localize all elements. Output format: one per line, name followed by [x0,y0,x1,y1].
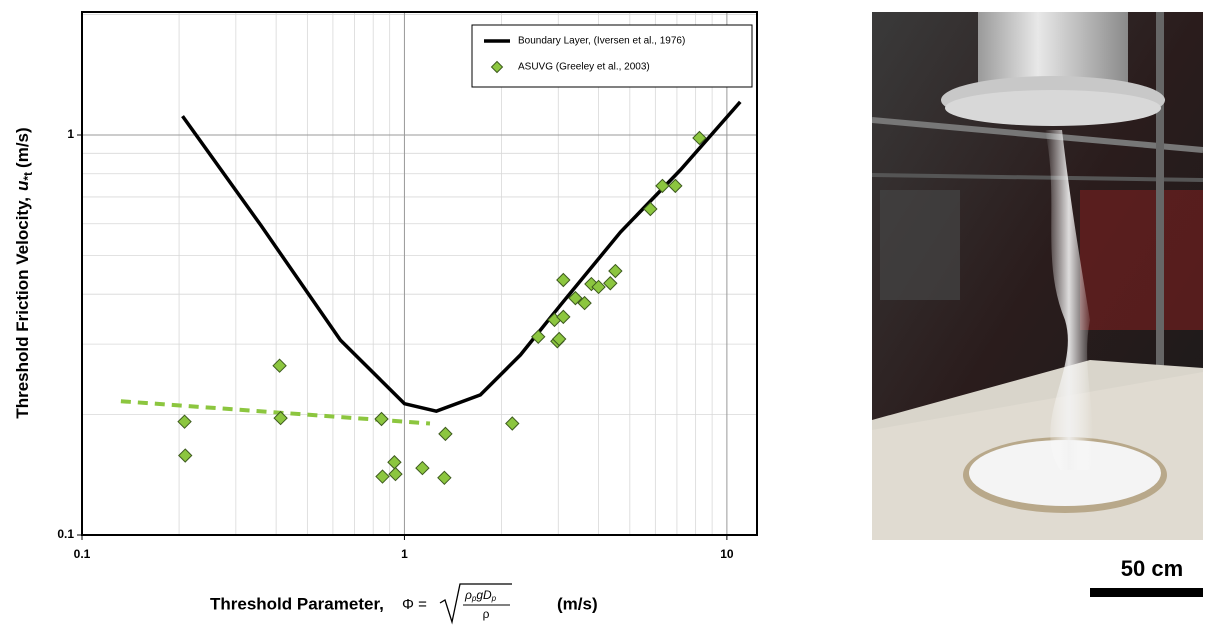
point [655,178,670,194]
point [608,263,623,279]
label-part: *t [21,172,35,181]
legend-swatch [490,60,504,74]
y-tick-label: 0.1 [57,527,74,541]
point [437,470,452,486]
point [415,460,430,476]
line-series [181,100,742,413]
label-part: (m/s) [13,127,32,168]
label-part: p [491,594,497,603]
x-tick-label: 1 [401,547,408,561]
label-part: p [471,594,477,603]
point [552,331,567,347]
point [643,201,658,217]
point [375,469,390,484]
formula-denominator: ρ [483,607,490,621]
point [388,466,403,482]
x-axis-unit: (m/s) [557,594,598,613]
point [505,416,520,431]
formula-lhs: Φ = [402,596,427,613]
plot: 0.1 1 10 0.1 1 Boundary Layer, (Iversen et al… [13,11,758,625]
point [438,426,453,442]
point [272,358,287,373]
formula-numerator: ρpgDp [464,588,497,603]
scale-label: 50 cm [1121,556,1183,581]
x-tick-label: 0.1 [74,547,91,561]
x-tick-label: 10 [720,547,734,561]
point [374,411,389,427]
legend-label: Boundary Layer, (Iversen et al., 1976) [518,36,685,47]
x-axis-label: Threshold Parameter, [210,594,384,613]
point [577,295,592,311]
point [556,272,571,288]
label-part: u [13,180,32,191]
y-axis-label: Threshold Friction Velocity, u*t (m/s) [13,127,35,418]
point [273,410,288,426]
point [178,448,193,463]
label-part: ρ [464,588,472,602]
label-part: Threshold Friction Velocity, [13,197,32,419]
y-tick-label: 1 [67,127,74,141]
scale-bar [1090,588,1203,597]
plot-frame [81,11,758,536]
point [591,279,606,295]
point [556,309,571,325]
point [568,290,583,306]
point [531,329,546,344]
point [668,178,683,194]
label-part: gD [476,588,492,602]
radical [439,583,512,625]
legend-box [471,24,753,88]
point [692,130,707,146]
point [177,414,192,429]
legend-label: ASUVG (Greeley et al., 2003) [518,62,650,73]
photo [872,12,1203,540]
point [603,276,618,291]
